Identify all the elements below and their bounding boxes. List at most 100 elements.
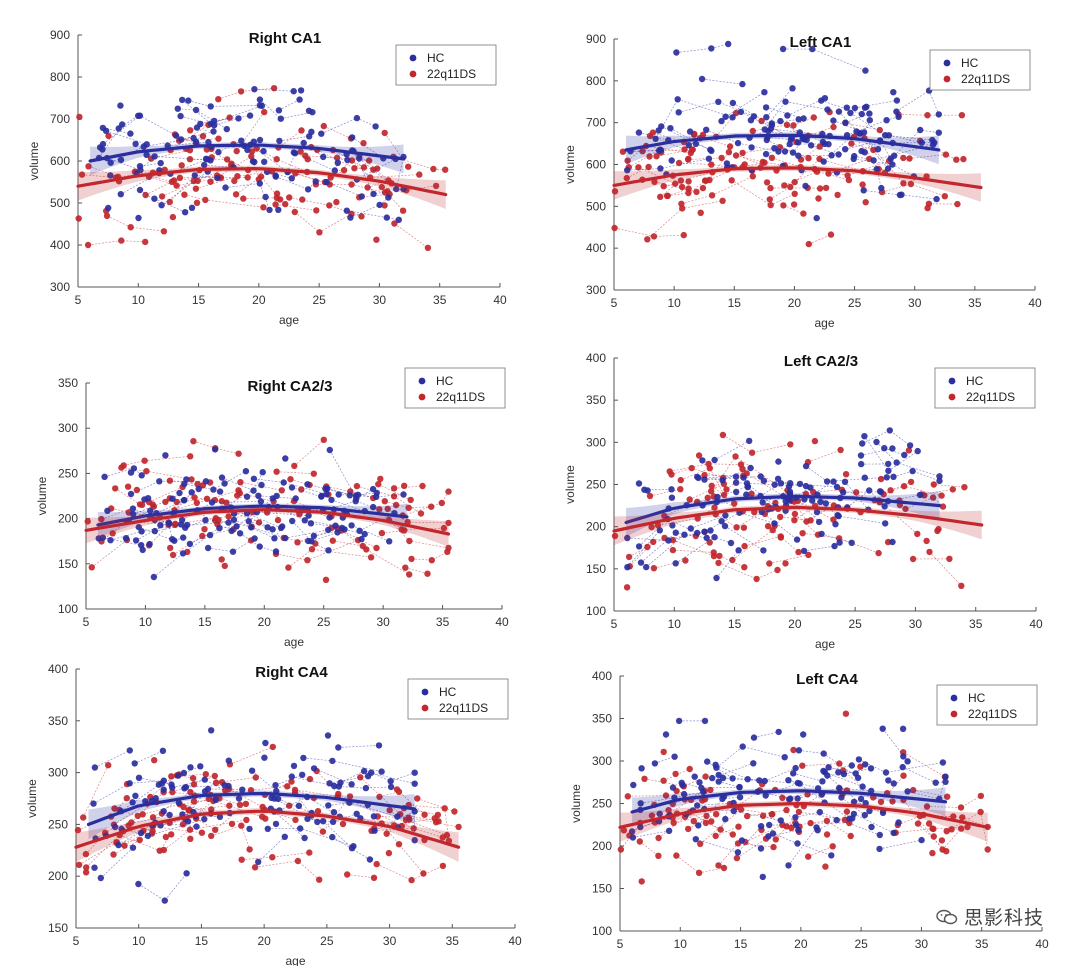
hc-point	[352, 492, 360, 499]
q11ds-point	[364, 184, 371, 191]
q11ds-point	[790, 122, 797, 129]
q11ds-point	[706, 539, 713, 546]
hc-point	[686, 128, 694, 135]
q11ds-point	[677, 476, 684, 484]
trajectory-line	[695, 825, 762, 853]
hc-point	[151, 527, 158, 535]
q11ds-point	[790, 201, 798, 208]
trajectory-line	[394, 223, 429, 249]
trajectory-line	[174, 489, 239, 511]
q11ds-point	[651, 178, 658, 186]
hc-point	[821, 95, 829, 102]
q11ds-point	[646, 492, 654, 500]
hc-point	[310, 532, 318, 540]
hc-point	[218, 474, 226, 481]
q11ds-point	[611, 224, 618, 232]
q11ds-point	[946, 555, 953, 562]
hc-point	[703, 126, 710, 133]
trajectory-line	[91, 539, 128, 568]
q11ds-point	[702, 773, 709, 780]
hc-point	[833, 483, 841, 491]
q11ds-point	[444, 548, 451, 555]
q11ds-point	[226, 114, 233, 121]
hc-point	[861, 811, 868, 819]
hc-point	[708, 45, 715, 52]
q11ds-point	[294, 857, 302, 865]
q11ds-fit-line	[76, 166, 448, 197]
x-tick-label: 5	[611, 617, 618, 631]
trajectory-line	[224, 508, 260, 523]
hc-point	[222, 184, 229, 191]
hc-point	[722, 512, 729, 519]
hc-point	[719, 795, 726, 802]
trajectory-line	[274, 798, 318, 823]
hc-point	[630, 781, 637, 789]
q11ds-point	[638, 878, 645, 885]
hc-point	[318, 130, 325, 137]
legend-marker	[421, 704, 429, 712]
hc-point	[822, 500, 830, 507]
trajectory-line	[854, 144, 934, 161]
trajectory-line	[646, 534, 685, 568]
q11ds-point	[363, 546, 370, 553]
q11ds-point	[829, 843, 836, 850]
trajectory-line	[723, 767, 796, 782]
hc-point	[739, 80, 746, 88]
hc-point	[904, 788, 911, 795]
q11ds-point	[710, 549, 717, 556]
hc-point	[750, 760, 757, 767]
hc-point	[366, 856, 374, 863]
hc-point	[861, 474, 868, 481]
q11ds-point	[85, 163, 92, 170]
q11ds-point	[218, 556, 225, 563]
q11ds-point	[199, 133, 207, 140]
hc-point	[704, 758, 711, 765]
hc-point	[916, 491, 924, 499]
hc-point	[288, 175, 295, 182]
legend: HC 22q11DS	[407, 678, 509, 720]
q11ds-point	[373, 860, 380, 868]
hc-point	[873, 166, 880, 173]
trajectory-line	[218, 87, 275, 100]
q11ds-point	[924, 204, 931, 212]
q11ds-fit-line	[612, 505, 984, 533]
x-tick-label: 25	[848, 296, 862, 310]
trajectory-line	[253, 478, 327, 495]
hc-point	[258, 481, 265, 489]
hc-point	[652, 135, 659, 142]
legend-box	[407, 678, 509, 720]
hc-point	[723, 160, 731, 167]
y-tick-label: 250	[592, 797, 612, 811]
hc-point	[668, 486, 675, 493]
q11ds-point	[162, 498, 169, 506]
q11ds-point	[333, 198, 340, 206]
hc-point	[201, 776, 208, 783]
hc-point	[662, 731, 670, 738]
trajectory-line	[788, 827, 817, 866]
y-tick-label: 150	[592, 882, 612, 896]
hc-point	[657, 165, 664, 172]
hc-point	[131, 760, 138, 767]
q11ds-point	[225, 513, 232, 520]
q11ds-point	[375, 481, 382, 488]
q11ds-point	[252, 774, 259, 781]
hc-point	[129, 511, 137, 518]
trajectory-line	[732, 102, 773, 126]
q11ds-point	[737, 461, 745, 468]
q11ds-point	[870, 146, 877, 154]
q11ds-fit-line	[74, 809, 461, 849]
y-tick-label: 300	[50, 280, 70, 294]
q11ds-point	[827, 231, 835, 238]
trajectory-line	[639, 841, 659, 857]
hc-point	[233, 523, 240, 530]
q11ds-point	[367, 554, 375, 561]
trajectory-line	[689, 483, 725, 500]
q11ds-point	[110, 851, 117, 858]
q11ds-point	[669, 546, 677, 554]
hc-point	[334, 529, 341, 536]
hc-point	[824, 106, 831, 113]
hc-point	[221, 480, 228, 487]
trajectory-line	[864, 435, 918, 472]
q11ds-point	[780, 202, 787, 209]
trajectory-line	[901, 194, 937, 200]
